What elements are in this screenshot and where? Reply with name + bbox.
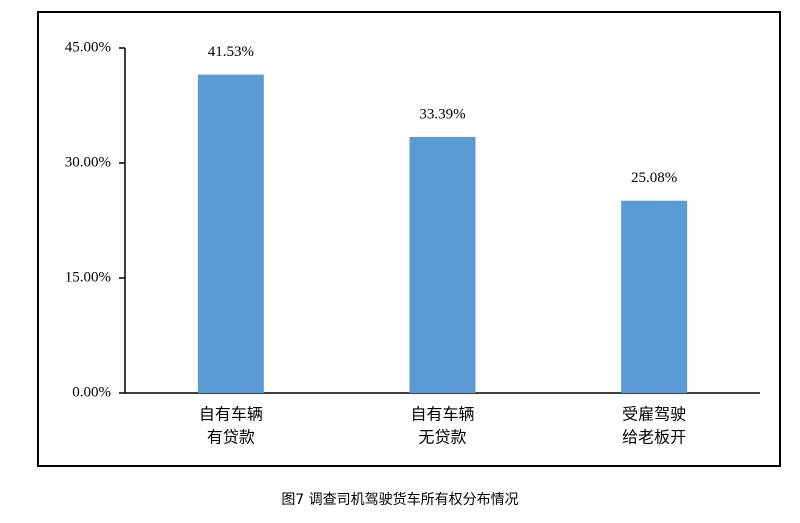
x-tick-label: 自有车辆 [410,405,474,424]
x-tick-label: 给老板开 [622,428,686,447]
bar [621,200,688,393]
x-tick-label: 自有车辆 [199,405,263,424]
value-label: 41.53% [208,44,254,60]
value-label: 25.08% [631,170,677,186]
x-tick-label: 无贷款 [418,428,466,447]
x-tick-label: 受雇驾驶 [622,405,686,424]
y-tick-label: 45.00% [65,39,111,55]
y-tick-label: 15.00% [65,269,111,285]
x-tick-label: 有贷款 [207,428,255,447]
chart-title: 图7 调查司机驾驶货车所有权分布情况 [281,491,518,508]
bar [197,74,264,393]
chart-frame [37,11,781,467]
y-tick-label: 0.00% [72,384,111,400]
bar [409,137,476,393]
y-tick-label: 30.00% [65,154,111,170]
value-label: 33.39% [419,106,465,122]
